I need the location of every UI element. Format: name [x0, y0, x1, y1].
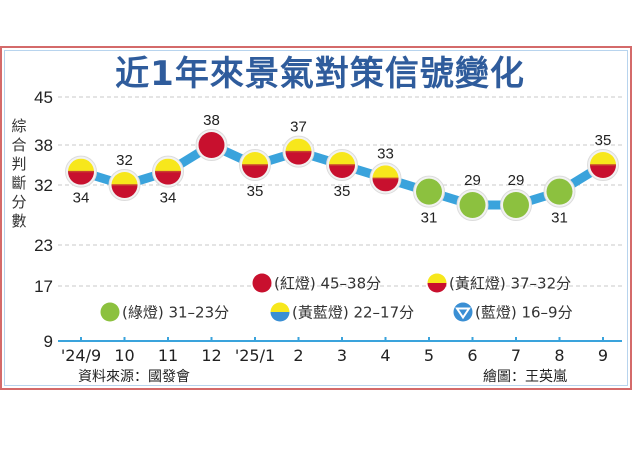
x-axis: '24/9 10 11 12 '25/1 2 3 4 5 6 7 8 9	[58, 337, 622, 365]
yellow-red-dot-icon	[427, 273, 447, 293]
data-point: 34	[152, 155, 184, 207]
data-point: 29	[456, 172, 489, 221]
x-tick-label: '24/9	[61, 346, 101, 365]
data-value-label: 31	[421, 210, 438, 227]
legend-item-green: (綠燈) 31–23分	[100, 302, 229, 322]
blue-triangle-icon	[455, 307, 471, 320]
x-tick-label: 12	[201, 346, 221, 365]
green-signal-marker	[503, 192, 529, 218]
x-tick-label: 8	[554, 346, 564, 365]
data-value-label: 29	[508, 172, 525, 189]
data-point: 31	[543, 175, 576, 227]
chart-inner-border	[4, 50, 628, 386]
data-value-label: 34	[160, 190, 177, 207]
credit-note: 繪圖：王英嵐	[483, 369, 567, 385]
yellow-red-signal-marker	[285, 138, 312, 165]
blue-dot-icon	[453, 302, 473, 322]
x-tick-label: 6	[467, 346, 477, 365]
yellow-red-signal-marker	[242, 152, 268, 178]
data-point: 31	[413, 175, 445, 227]
data-point: 38	[195, 112, 228, 161]
data-point: 35	[239, 149, 271, 200]
red-signal-marker	[198, 132, 225, 158]
data-point: 37	[282, 119, 315, 168]
data-value-label: 32	[116, 152, 133, 169]
data-point: 34	[65, 155, 97, 207]
data-value-label: 33	[377, 145, 394, 162]
source-note: 資料來源：國發會	[78, 369, 190, 385]
data-value-label: 35	[595, 132, 612, 149]
yellow-red-signal-marker	[372, 165, 399, 192]
legend-label: (紅燈) 45–38分	[274, 275, 381, 293]
data-point: 33	[369, 145, 402, 195]
data-value-label: 37	[290, 119, 307, 136]
yellow-red-signal-marker	[329, 152, 355, 178]
chart-title: 近1年來景氣對策信號變化	[115, 54, 525, 94]
legend-label: (黃藍燈) 22–17分	[292, 304, 414, 322]
gridlines	[58, 96, 622, 287]
yellow-red-signal-marker	[111, 172, 138, 198]
green-signal-marker	[416, 178, 442, 205]
data-point: 29	[500, 172, 532, 221]
legend-item-blue: (藍燈) 16–9分	[453, 302, 573, 322]
red-dot-icon	[252, 273, 272, 293]
x-tick-label: 11	[158, 346, 178, 365]
legend-label: (黃紅燈) 37–32分	[449, 275, 571, 293]
green-dot-icon	[100, 302, 120, 322]
chart-frame	[0, 46, 632, 390]
data-value-label: 31	[551, 210, 568, 227]
y-tick-label: 45	[34, 88, 53, 107]
y-tick-label: 9	[44, 332, 53, 351]
data-point: 35	[587, 132, 619, 181]
green-signal-marker	[546, 178, 573, 205]
data-point: 32	[108, 152, 141, 201]
yellow-blue-dot-icon	[270, 302, 290, 322]
legend-item-yellow-red: (黃紅燈) 37–32分	[427, 273, 571, 293]
legend: (紅燈) 45–38分 (黃紅燈) 37–32分 (綠燈) 31–23分 (黃藍燈) …	[100, 273, 573, 322]
data-value-label: 34	[73, 190, 90, 207]
x-tick-label: 3	[337, 346, 347, 365]
green-signal-marker	[459, 192, 486, 218]
data-series: 34 32 34 38 35 37 35 33 31 29 29 31 35	[65, 112, 619, 227]
data-value-label: 29	[464, 172, 481, 189]
y-tick-label: 17	[34, 277, 53, 296]
x-tick-label: '25/1	[235, 346, 275, 365]
x-tick-label: 2	[293, 346, 303, 365]
yellow-red-signal-marker	[155, 158, 181, 185]
legend-label: (綠燈) 31–23分	[122, 304, 229, 322]
y-axis-label: 綜合判斷分數	[11, 117, 27, 230]
legend-label: (藍燈) 16–9分	[475, 304, 573, 322]
yellow-red-signal-marker	[68, 158, 94, 185]
y-tick-label: 23	[34, 236, 53, 255]
data-value-label: 38	[203, 112, 220, 129]
y-tick-label: 38	[34, 136, 53, 155]
y-tick-label: 32	[34, 176, 53, 195]
x-tick-label: 7	[511, 346, 521, 365]
x-tick-label: 4	[380, 346, 390, 365]
yellow-red-signal-marker	[590, 152, 616, 178]
x-tick-label: 10	[114, 346, 134, 365]
y-axis-ticks: 9 17 23 32 38 45	[34, 88, 53, 351]
x-tick-label: 9	[598, 346, 608, 365]
data-value-label: 35	[334, 183, 351, 200]
x-tick-label: 5	[424, 346, 434, 365]
data-point: 35	[326, 149, 358, 200]
data-value-label: 35	[247, 183, 264, 200]
legend-item-yellow-blue: (黃藍燈) 22–17分	[270, 302, 414, 322]
legend-item-red: (紅燈) 45–38分	[252, 273, 381, 293]
